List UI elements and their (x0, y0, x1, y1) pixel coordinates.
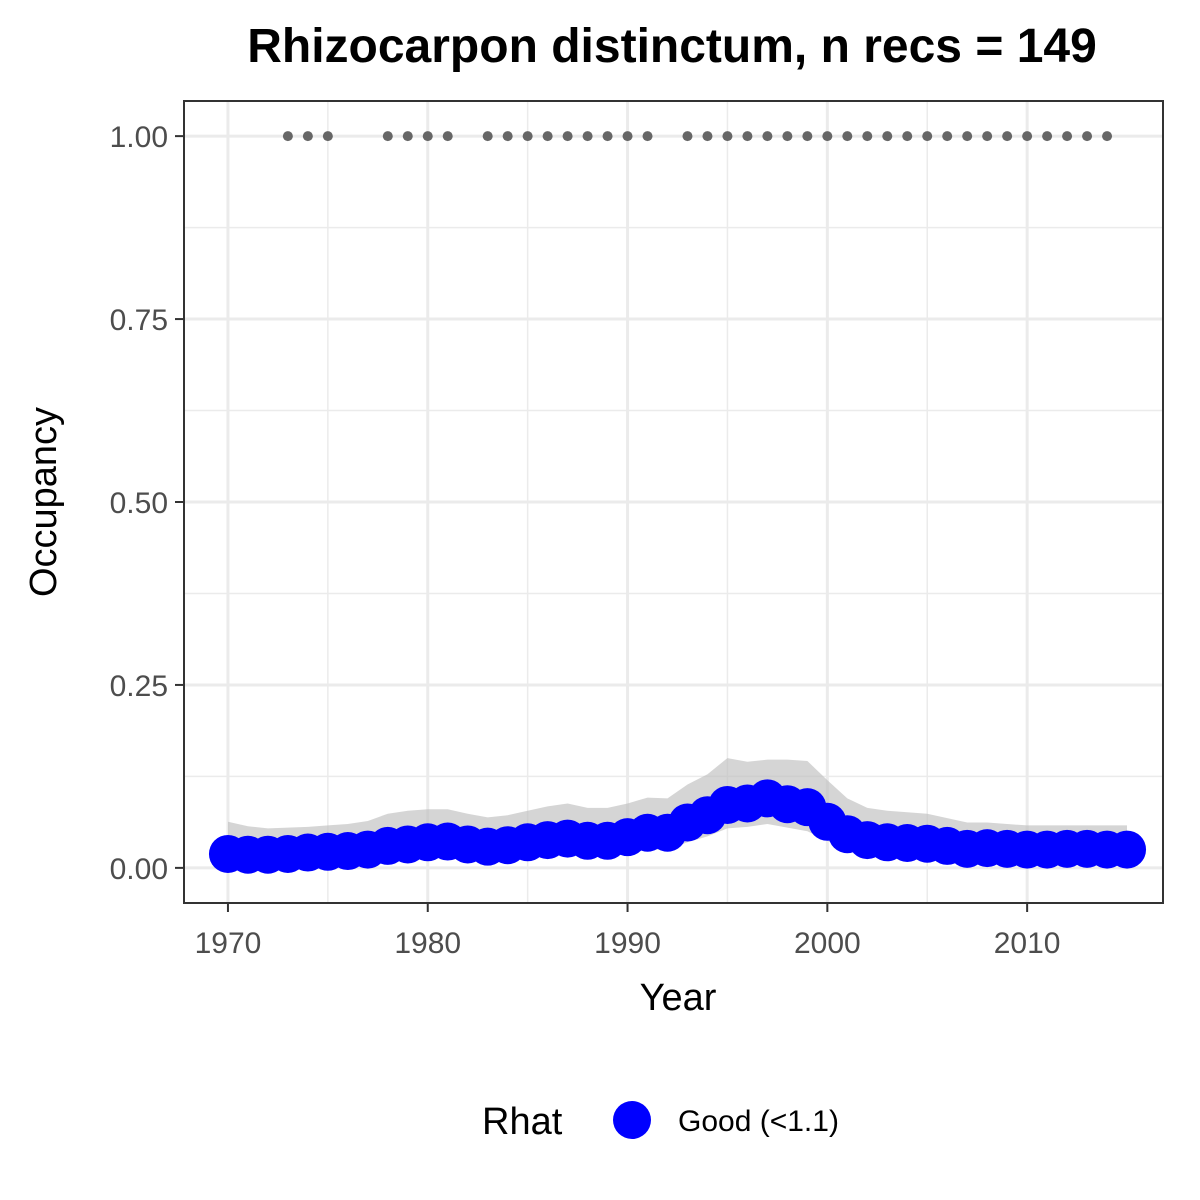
record-marker (1042, 131, 1053, 142)
record-marker (402, 131, 413, 142)
record-marker (642, 131, 653, 142)
record-marker (922, 131, 933, 142)
record-marker (982, 131, 993, 142)
axes: 1970 1980 1990 2000 2010 0.00 0.25 0.50 0.75 1.00 (110, 100, 1164, 960)
record-marker (862, 131, 873, 142)
x-tick-label: 1990 (594, 927, 661, 960)
y-tick-label: 0.00 (110, 853, 168, 886)
record-marker (322, 131, 333, 142)
y-tick-label: 1.00 (110, 121, 168, 154)
record-marker (742, 131, 753, 142)
record-marker (802, 131, 813, 142)
record-marker (442, 131, 453, 142)
record-marker (382, 131, 393, 142)
record-marker (1102, 131, 1113, 142)
record-marker (622, 131, 633, 142)
record-marker (282, 131, 293, 142)
record-marker (1022, 131, 1033, 142)
y-tick-label: 0.75 (110, 304, 168, 337)
grid-lines (184, 101, 1163, 903)
x-tick-label: 1970 (195, 927, 262, 960)
record-marker (422, 131, 433, 142)
record-marker (902, 131, 913, 142)
record-marker (582, 131, 593, 142)
x-tick-label: 1980 (394, 927, 461, 960)
record-marker (502, 131, 513, 142)
occupancy-points (208, 779, 1147, 874)
record-marker (542, 131, 553, 142)
y-axis-title: Occupancy (23, 407, 65, 597)
legend-key-good (613, 1101, 651, 1139)
record-marker (1002, 131, 1013, 142)
record-marker (602, 131, 613, 142)
record-marker (962, 131, 973, 142)
legend-label-good: Good (<1.1) (678, 1105, 839, 1138)
chart-title: Rhizocarpon distinctum, n recs = 149 (247, 20, 1097, 73)
y-tick-label: 0.50 (110, 487, 168, 520)
record-marker (882, 131, 893, 142)
record-marker (562, 131, 573, 142)
record-marker (682, 131, 693, 142)
record-marker (1062, 131, 1073, 142)
record-marker (302, 131, 313, 142)
x-axis-title: Year (640, 977, 717, 1019)
record-marker (782, 131, 793, 142)
x-tick-label: 2010 (994, 927, 1061, 960)
y-tick-label: 0.25 (110, 670, 168, 703)
x-tick-label: 2000 (794, 927, 861, 960)
legend: Rhat Good (<1.1) (482, 1101, 839, 1143)
record-marker (702, 131, 713, 142)
record-marker (822, 131, 833, 142)
record-marker (482, 131, 493, 142)
record-marker (522, 131, 533, 142)
legend-title: Rhat (482, 1101, 563, 1143)
record-marker (842, 131, 853, 142)
record-marker (1082, 131, 1093, 142)
record-markers (282, 131, 1113, 142)
occupancy-point (1108, 830, 1147, 869)
record-marker (762, 131, 773, 142)
record-marker (942, 131, 953, 142)
record-marker (722, 131, 733, 142)
